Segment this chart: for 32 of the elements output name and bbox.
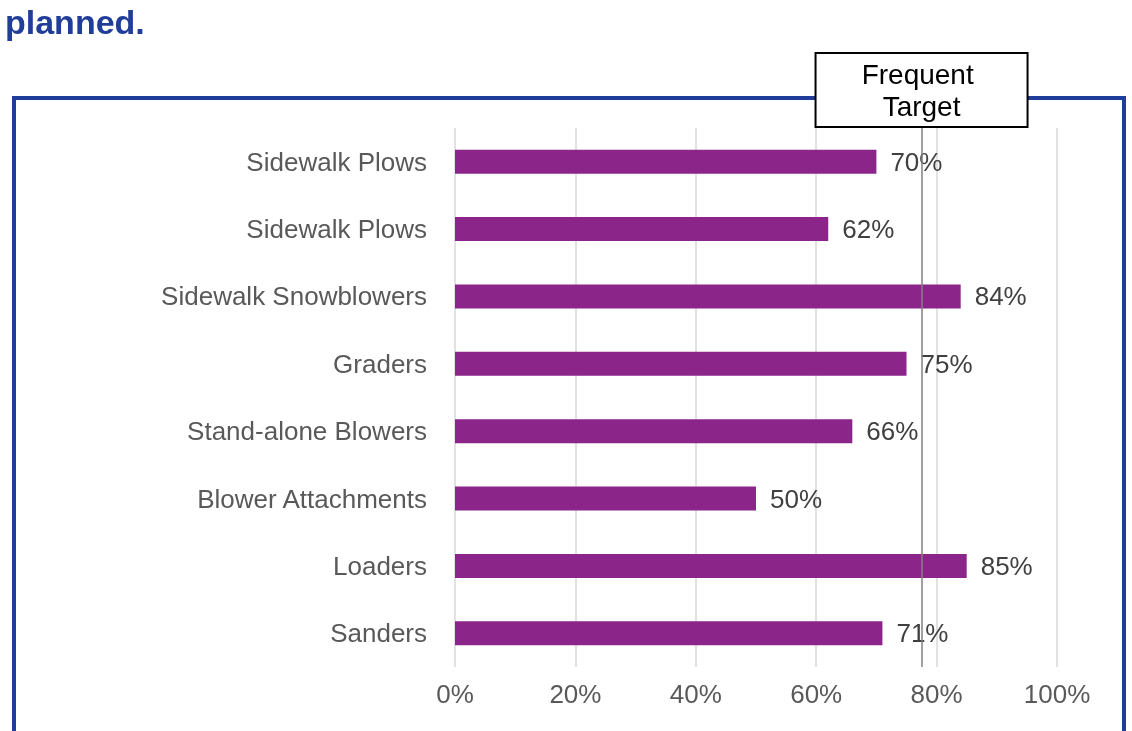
bar [455,284,961,309]
x-tick-label: 100% [1023,679,1091,709]
bar [455,553,967,578]
x-tick-label: 0% [436,679,474,709]
bar [455,621,883,646]
y-tick-label: Loaders [333,550,427,581]
data-label: 70% [890,146,943,177]
bar [455,217,829,242]
y-tick-label: Sidewalk Plows [246,146,427,177]
y-tick-label: Stand-alone Blowers [187,416,427,447]
bar [455,419,853,444]
data-label: 84% [974,281,1027,312]
data-label: 66% [866,416,919,447]
bar [455,149,877,174]
text: planned. [5,3,145,41]
data-label: 75% [920,348,973,379]
y-tick-label: Blower Attachments [197,483,427,514]
ref-line-label: Frequent Target [861,58,982,122]
y-tick-label: Graders [333,348,427,379]
bar [455,486,756,511]
data-label: 62% [842,214,895,245]
y-tick-label: Sanders [330,618,427,649]
x-tick-label: 80% [910,679,963,709]
bar [455,351,907,376]
data-label: 71% [896,618,949,649]
data-label: 50% [770,483,823,514]
x-tick-label: 60% [790,679,843,709]
x-tick-label: 20% [549,679,602,709]
data-label: 85% [980,550,1033,581]
x-tick-label: 40% [669,679,722,709]
y-tick-label: Sidewalk Plows [246,214,427,245]
y-tick-label: Sidewalk Snowblowers [161,281,427,312]
